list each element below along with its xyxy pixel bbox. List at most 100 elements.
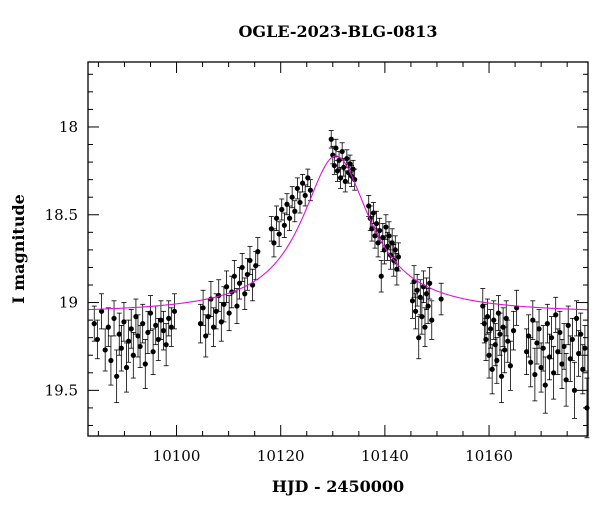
point-marker — [102, 347, 108, 353]
data-point — [542, 356, 548, 414]
x-tick-label: 10160 — [465, 447, 513, 465]
data-point — [145, 310, 151, 354]
data-point — [373, 210, 380, 237]
data-point — [249, 268, 256, 302]
data-point — [395, 242, 402, 272]
y-axis-label: I magnitude — [9, 194, 28, 304]
point-marker — [284, 201, 290, 207]
point-marker — [223, 284, 230, 290]
point-marker — [292, 208, 298, 214]
data-point — [231, 260, 237, 293]
point-marker — [111, 315, 117, 321]
point-marker — [236, 280, 243, 286]
point-marker — [563, 377, 569, 383]
data-point — [427, 267, 433, 300]
point-marker — [540, 345, 546, 351]
point-marker — [116, 331, 122, 337]
data-point — [546, 333, 553, 381]
point-marker — [155, 336, 161, 343]
point-marker — [333, 145, 339, 151]
point-marker — [197, 321, 204, 327]
point-marker — [395, 254, 402, 260]
point-marker — [126, 338, 132, 344]
x-tick-label: 10100 — [153, 447, 201, 465]
point-marker — [341, 164, 347, 170]
point-marker — [331, 162, 337, 169]
point-marker — [491, 317, 497, 323]
data-point — [166, 300, 172, 337]
y-tick-label: 19.5 — [45, 381, 78, 399]
data-point — [422, 307, 428, 347]
data-point — [514, 289, 520, 326]
point-marker — [205, 314, 211, 320]
point-marker — [242, 291, 248, 297]
data-point — [333, 138, 339, 158]
point-marker — [377, 227, 383, 234]
data-point — [383, 214, 389, 240]
point-marker — [336, 157, 342, 163]
data-point — [299, 173, 306, 193]
point-marker — [276, 231, 282, 237]
point-marker — [234, 303, 240, 309]
point-marker — [416, 335, 422, 341]
point-marker — [231, 273, 237, 279]
data-point — [135, 314, 141, 358]
point-marker — [210, 324, 217, 330]
data-point — [218, 302, 224, 342]
point-marker — [498, 373, 505, 379]
point-marker — [484, 314, 491, 320]
point-marker — [94, 336, 100, 343]
data-point — [307, 179, 313, 202]
point-marker — [483, 336, 489, 343]
point-marker — [576, 350, 582, 357]
data-point — [567, 335, 573, 382]
data-point — [160, 310, 167, 351]
point-marker — [334, 168, 341, 174]
point-marker — [98, 308, 105, 314]
point-marker — [130, 352, 136, 358]
data-point — [580, 344, 586, 395]
point-marker — [542, 382, 548, 388]
data-point — [289, 186, 295, 209]
point-marker — [145, 329, 151, 336]
data-point — [571, 361, 578, 419]
data-point — [226, 295, 232, 332]
point-marker — [488, 326, 494, 332]
point-marker — [378, 273, 384, 279]
point-marker — [551, 370, 557, 376]
point-marker — [344, 155, 350, 162]
data-point — [98, 293, 105, 330]
point-marker — [221, 301, 227, 307]
data-point — [203, 314, 209, 358]
point-marker — [429, 317, 435, 323]
point-marker — [200, 305, 206, 311]
data-point — [555, 328, 561, 375]
axis-tick-labels: 10100 10120 10140 10160 18 18.5 19 19.5 — [45, 118, 513, 465]
point-marker — [546, 354, 553, 360]
point-marker — [419, 314, 425, 320]
point-marker — [427, 280, 433, 286]
point-marker — [244, 271, 250, 278]
data-point — [532, 347, 538, 402]
point-marker — [526, 333, 532, 339]
point-marker — [91, 321, 97, 327]
point-marker — [271, 240, 277, 246]
data-point — [297, 191, 303, 214]
point-marker — [347, 161, 353, 167]
data-points-layer — [91, 130, 590, 439]
point-marker — [286, 215, 293, 221]
point-marker — [489, 366, 495, 372]
data-point — [510, 310, 517, 351]
point-marker — [414, 287, 420, 293]
data-point — [538, 342, 544, 393]
point-marker — [168, 324, 174, 330]
point-marker — [147, 310, 154, 316]
data-point — [221, 286, 227, 323]
data-point — [528, 337, 534, 388]
data-point — [108, 335, 114, 386]
point-marker — [114, 373, 120, 379]
data-point — [413, 293, 419, 330]
data-point — [328, 130, 334, 149]
y-tick-label: 18.5 — [45, 206, 78, 224]
point-marker — [342, 178, 348, 184]
